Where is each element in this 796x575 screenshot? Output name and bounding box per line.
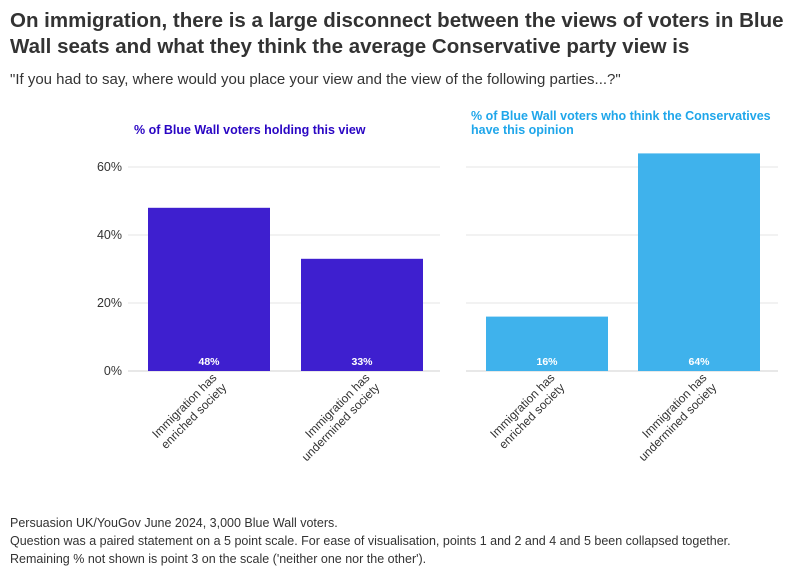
data-label: 48% xyxy=(198,356,220,368)
data-label: 64% xyxy=(688,356,710,368)
bar xyxy=(148,207,270,371)
y-tick-label: 0% xyxy=(104,364,122,378)
panel-title-conservatives-line-2: have this opinion xyxy=(471,123,574,137)
panel-title-holding-view: % of Blue Wall voters holding this view xyxy=(134,123,366,137)
bar xyxy=(301,258,423,371)
bar-chart-panels: % of Blue Wall voters holding this view … xyxy=(97,109,778,464)
x-tick-label: Immigration hasundermined society xyxy=(289,371,382,464)
chart-subtitle: "If you had to say, where would you plac… xyxy=(10,71,621,88)
x-tick-label: Immigration hasundermined society xyxy=(626,371,719,464)
bar xyxy=(638,153,760,371)
x-tick-label: Immigration hasenriched society xyxy=(486,371,567,452)
data-label: 33% xyxy=(351,356,373,368)
panel-title-conservatives-line-1: % of Blue Wall voters who think the Cons… xyxy=(471,109,771,123)
panel-holding-view: % of Blue Wall voters holding this view xyxy=(134,123,366,137)
chart-title: On immigration, there is a large disconn… xyxy=(10,9,784,58)
data-label: 16% xyxy=(536,356,558,368)
footnote-remainder: Remaining % not shown is point 3 on the … xyxy=(10,552,427,566)
bar xyxy=(486,316,608,371)
y-tick-label: 20% xyxy=(97,296,122,310)
footnote-source: Persuasion UK/YouGov June 2024, 3,000 Bl… xyxy=(10,516,338,530)
x-tick-label: Immigration hasenriched society xyxy=(148,371,229,452)
panel-conservatives-view: % of Blue Wall voters who think the Cons… xyxy=(471,109,771,137)
y-tick-label: 40% xyxy=(97,228,122,242)
footnote-method: Question was a paired statement on a 5 p… xyxy=(10,534,731,548)
y-tick-label: 60% xyxy=(97,160,122,174)
footnotes: Persuasion UK/YouGov June 2024, 3,000 Bl… xyxy=(10,514,790,568)
